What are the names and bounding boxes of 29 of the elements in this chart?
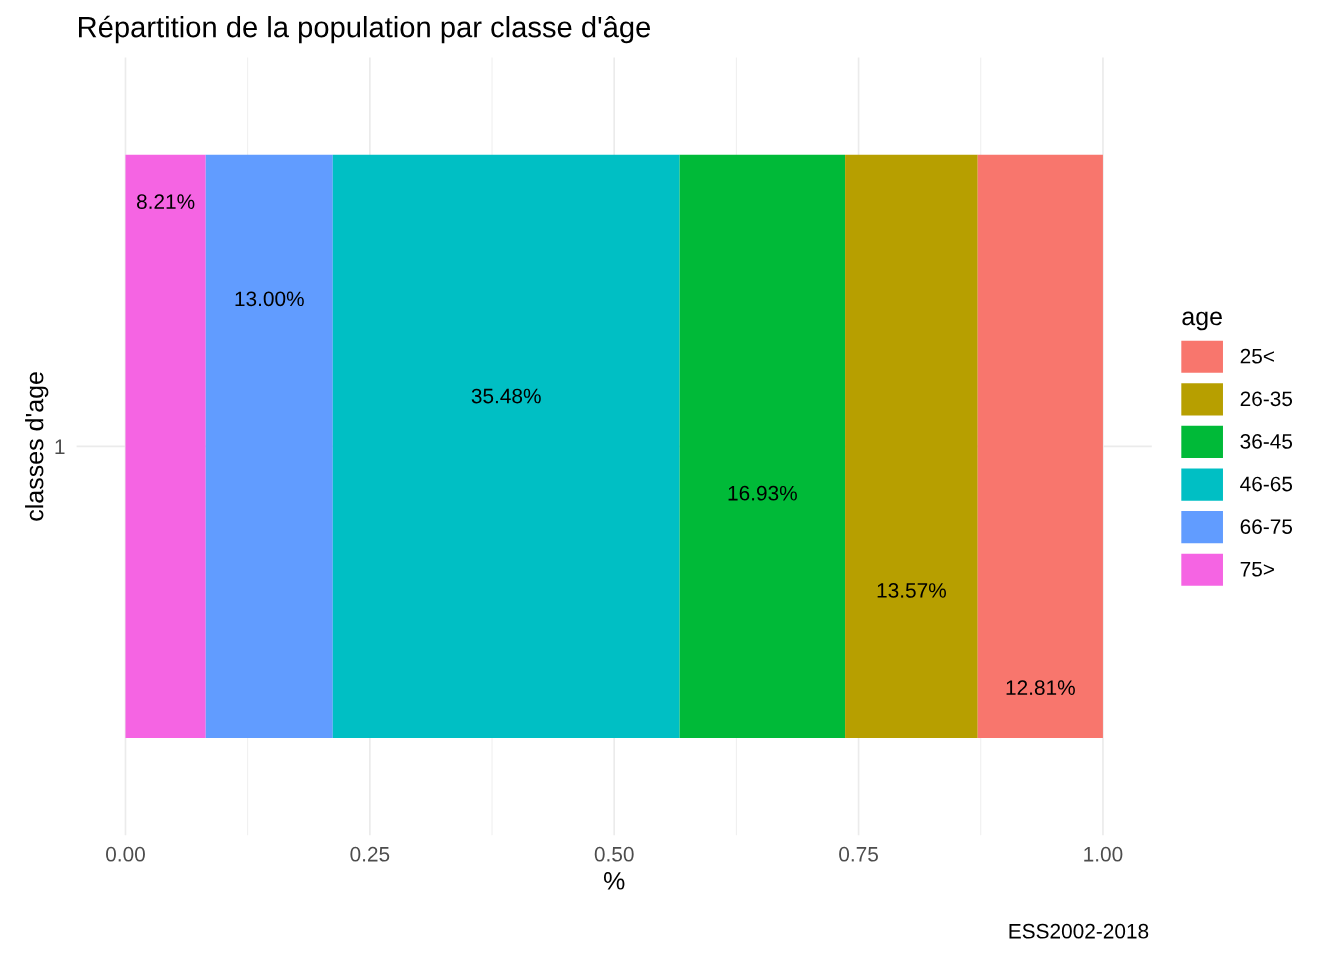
bar <box>125 154 206 738</box>
x-axis-title: % <box>603 872 625 890</box>
x-tick-label: 0.25 <box>350 846 390 862</box>
y-tick-label: 1 <box>55 439 65 454</box>
data-label: 16.93% <box>728 485 797 501</box>
data-label: 12.81% <box>1006 680 1075 695</box>
bar <box>205 154 333 738</box>
bar <box>679 154 846 738</box>
bar <box>977 154 1103 738</box>
x-tick-label: 1.00 <box>1084 846 1123 862</box>
data-label: 35.48% <box>471 388 541 404</box>
legend-label: 75> <box>1240 562 1274 577</box>
x-tick-label: 0.50 <box>594 846 634 862</box>
bar <box>845 154 978 738</box>
data-label: 8.21% <box>136 194 195 209</box>
legend-label: 36-45 <box>1240 434 1293 449</box>
x-tick-label: 0.75 <box>839 846 878 862</box>
data-label: 13.57% <box>877 583 946 598</box>
legend-label: 46-65 <box>1240 476 1293 492</box>
text: ESS2002-2018 <box>1009 923 1149 939</box>
x-tick-label: 0.00 <box>106 846 145 862</box>
legend-label: 26-35 <box>1240 391 1293 407</box>
data-label: 13.00% <box>235 291 304 307</box>
legend-label: 66-75 <box>1240 519 1293 534</box>
bar <box>332 154 680 738</box>
y-axis-title: classes d'age <box>25 372 49 521</box>
chart-title: Répartition de la population par classe d'âge <box>79 15 651 44</box>
legend-label: 25< <box>1240 348 1274 364</box>
legend-title: age <box>1182 311 1222 331</box>
